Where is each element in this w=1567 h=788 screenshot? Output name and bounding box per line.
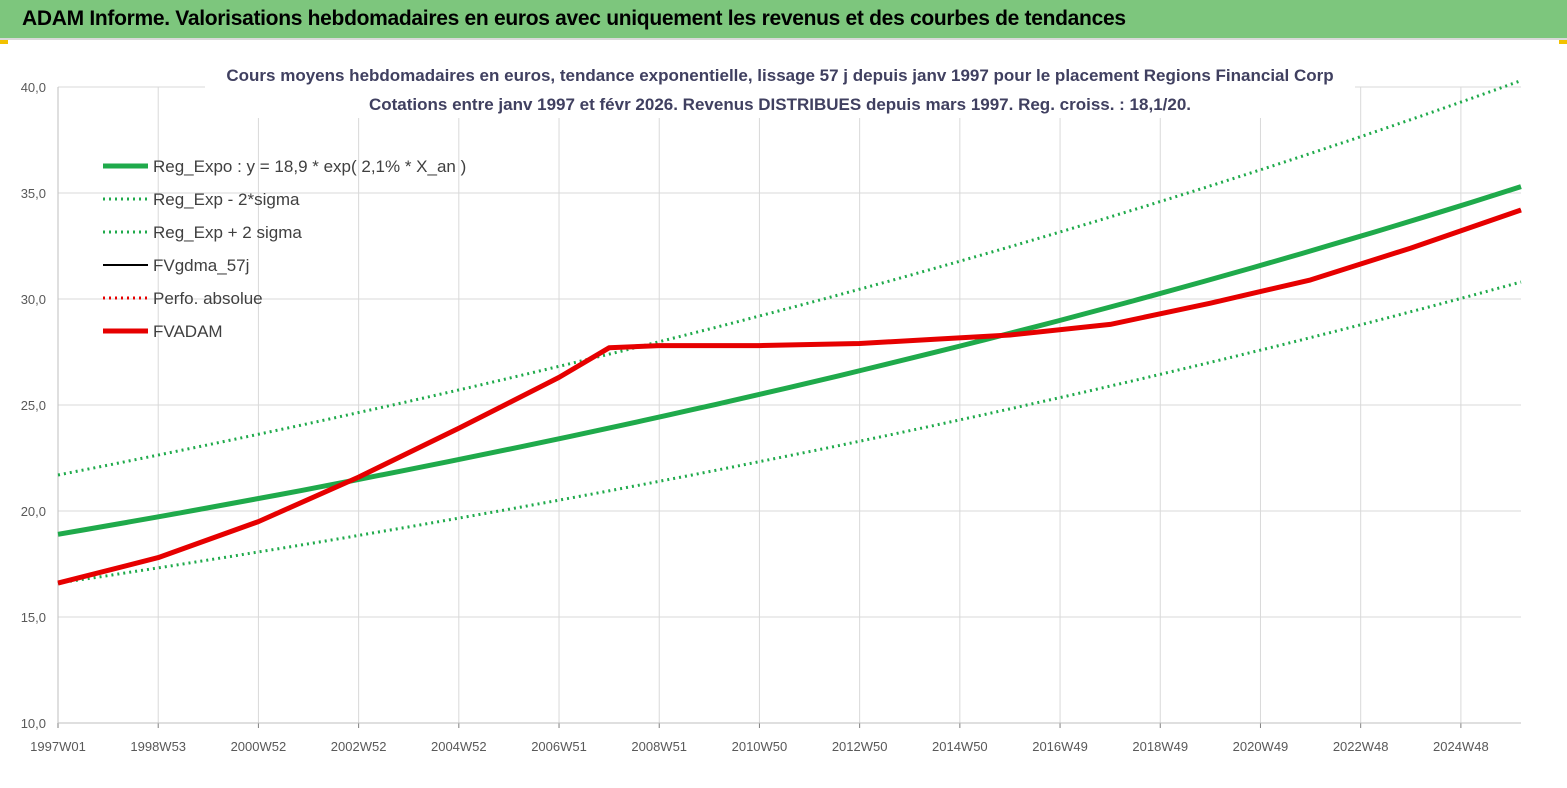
chart-area: 10,0 15,0 20,0 25,0 30,0 35,0 40,0 1997W01 1998W… xyxy=(0,40,1567,783)
series-line-reg-exp-2-sigma xyxy=(57,280,1522,585)
axes: 10,0 15,0 20,0 25,0 30,0 35,0 40,0 1997W01 1998W… xyxy=(21,80,1521,754)
y-tick-label: 30,0 xyxy=(21,292,46,307)
legend-label-perfo-absolue: Perfo. absolue xyxy=(153,289,263,308)
x-tick-label: 1997W01 xyxy=(30,739,86,754)
y-tick-label: 10,0 xyxy=(21,716,46,731)
chart-title-line-1: Cours moyens hebdomadaires en euros, ten… xyxy=(226,66,1333,85)
series-line-reg-expo-y-18-9-exp-2-1-x-an xyxy=(57,184,1522,537)
series-line-reg-exp-2-sigma xyxy=(57,79,1522,477)
x-tick-label: 1998W53 xyxy=(130,739,186,754)
series-line-fvadam xyxy=(57,207,1522,586)
y-tick-label: 40,0 xyxy=(21,80,46,95)
legend-label-reg-exp-2-sigma: Reg_Exp + 2 sigma xyxy=(153,223,302,242)
y-tick-label: 20,0 xyxy=(21,504,46,519)
title-background xyxy=(205,62,1355,118)
legend: Reg_Expo : y = 18,9 * exp( 2,1% * X_an )… xyxy=(103,157,466,341)
corner-marker-right xyxy=(1559,40,1567,44)
x-tick-label: 2000W52 xyxy=(231,739,287,754)
chart-title-line-2: Cotations entre janv 1997 et févr 2026. … xyxy=(369,95,1191,114)
x-tick-label: 2002W52 xyxy=(331,739,387,754)
corner-marker-left xyxy=(0,40,8,44)
chart-title: Cours moyens hebdomadaires en euros, ten… xyxy=(205,62,1355,118)
y-tick-label: 15,0 xyxy=(21,610,46,625)
y-tick-label: 25,0 xyxy=(21,398,46,413)
legend-label-fvgdma-57j: FVgdma_57j xyxy=(153,256,249,275)
legend-label-reg-exp-2-sigma: Reg_Exp - 2*sigma xyxy=(153,190,300,209)
y-tick-label: 35,0 xyxy=(21,186,46,201)
x-tick-label: 2022W48 xyxy=(1333,739,1389,754)
report-header: ADAM Informe. Valorisations hebdomadaire… xyxy=(0,0,1567,40)
x-tick-label: 2006W51 xyxy=(531,739,587,754)
report-title: ADAM Informe. Valorisations hebdomadaire… xyxy=(22,7,1126,30)
x-tick-label: 2010W50 xyxy=(732,739,788,754)
legend-label-fvadam: FVADAM xyxy=(153,322,223,341)
x-tick-label: 2020W49 xyxy=(1233,739,1289,754)
x-tick-label: 2024W48 xyxy=(1433,739,1489,754)
series-lines xyxy=(57,79,1522,586)
series-line-fvgdma-57j xyxy=(57,209,1522,585)
grid xyxy=(57,86,1521,724)
x-tick-label: 2008W51 xyxy=(631,739,687,754)
x-tick-label: 2004W52 xyxy=(431,739,487,754)
x-tick-label: 2012W50 xyxy=(832,739,888,754)
line-chart: 10,0 15,0 20,0 25,0 30,0 35,0 40,0 1997W01 1998W… xyxy=(21,62,1522,754)
x-tick-label: 2014W50 xyxy=(932,739,988,754)
x-tick-label: 2016W49 xyxy=(1032,739,1088,754)
x-tick-label: 2018W49 xyxy=(1132,739,1188,754)
legend-label-reg-expo-y-18-9-exp-2-1-x-an: Reg_Expo : y = 18,9 * exp( 2,1% * X_an ) xyxy=(153,157,466,176)
